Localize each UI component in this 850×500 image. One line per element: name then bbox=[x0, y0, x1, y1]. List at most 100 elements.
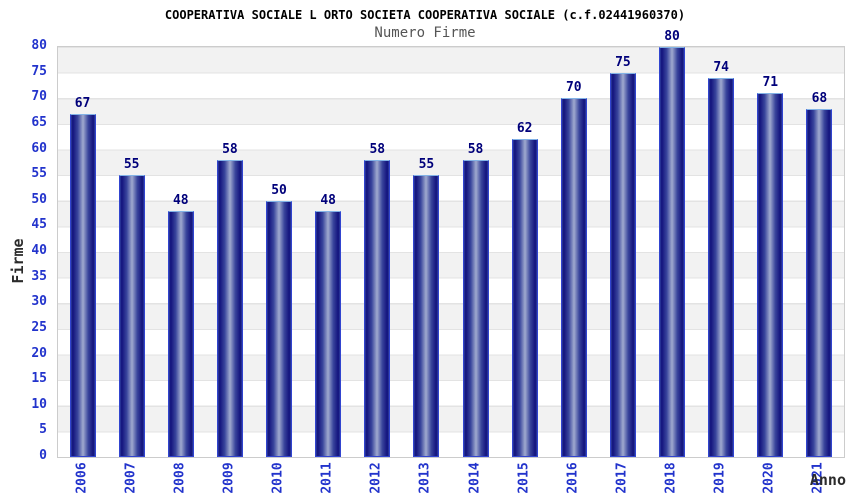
x-tick-label: 2015 bbox=[516, 462, 532, 494]
x-tick-slot: 2006 bbox=[57, 458, 106, 500]
x-tick-slot: 2016 bbox=[548, 458, 597, 500]
x-tick-slot: 2014 bbox=[450, 458, 499, 500]
bar-slot: 74 bbox=[697, 47, 746, 457]
y-tick-label: 25 bbox=[31, 319, 47, 335]
x-tick-slot: 2019 bbox=[696, 458, 745, 500]
bar bbox=[757, 93, 784, 457]
x-tick-label: 2014 bbox=[467, 462, 483, 494]
y-tick-label: 80 bbox=[31, 38, 47, 53]
bar bbox=[315, 211, 342, 457]
bar-value-label: 55 bbox=[123, 157, 140, 173]
chart-title: COOPERATIVA SOCIALE L ORTO SOCIETA COOPE… bbox=[164, 8, 686, 22]
bar-slot: 55 bbox=[107, 47, 156, 457]
y-tick-label: 15 bbox=[31, 371, 47, 387]
bar-value-label: 67 bbox=[74, 95, 91, 111]
bar-slot: 58 bbox=[353, 47, 402, 457]
bar-value-label: 48 bbox=[172, 193, 189, 208]
bar-value-label: 58 bbox=[222, 141, 238, 157]
bar bbox=[511, 139, 538, 457]
bar bbox=[167, 211, 194, 457]
x-tick-slot: 2018 bbox=[647, 458, 696, 500]
x-tick-slot: 2011 bbox=[303, 458, 352, 500]
x-axis-ticks: 2006 2007 2008 2009 2010 2011 2012 2013 2014 2015… bbox=[57, 458, 843, 500]
bar-value-label: 75 bbox=[615, 54, 631, 70]
x-axis-label: Anno bbox=[809, 471, 846, 489]
x-tick-label: 2006 bbox=[74, 462, 90, 494]
x-tick-label: 2008 bbox=[172, 462, 188, 494]
bar-slot: 80 bbox=[648, 29, 697, 457]
x-tick-label: 2011 bbox=[319, 462, 335, 494]
bar-slot: 70 bbox=[549, 47, 598, 457]
bar-slot: 67 bbox=[58, 47, 107, 457]
y-tick-label: 20 bbox=[31, 345, 47, 361]
bar bbox=[118, 175, 145, 457]
bar-value-label: 71 bbox=[762, 75, 779, 91]
x-tick-label: 2017 bbox=[614, 462, 630, 494]
bar-value-label: 55 bbox=[418, 157, 435, 173]
bar-slot: 50 bbox=[255, 47, 304, 457]
x-tick-label: 2007 bbox=[123, 462, 139, 494]
bar bbox=[806, 108, 833, 457]
x-tick-slot: 2012 bbox=[352, 458, 401, 500]
bar-value-label: 58 bbox=[467, 141, 484, 157]
bar bbox=[659, 47, 686, 457]
x-tick-slot: 2017 bbox=[597, 458, 646, 500]
bar bbox=[560, 98, 587, 457]
x-tick-slot: 2015 bbox=[499, 458, 548, 500]
y-tick-label: 75 bbox=[31, 63, 47, 79]
bar-value-label: 62 bbox=[516, 121, 533, 137]
x-tick-slot: 2009 bbox=[204, 458, 253, 500]
bar-slot: 71 bbox=[746, 47, 795, 457]
x-tick-label: 2019 bbox=[712, 462, 728, 494]
plot-area: 67 55 48 58 50 48 58 55 58 62 70 75 80 74 71 68 bbox=[57, 29, 845, 458]
bar-slot: 58 bbox=[205, 47, 254, 457]
bar-value-label: 80 bbox=[664, 29, 680, 44]
y-tick-label: 55 bbox=[31, 166, 47, 182]
y-tick-label: 10 bbox=[31, 396, 47, 412]
x-tick-slot: 2010 bbox=[254, 458, 303, 500]
y-tick-label: 50 bbox=[31, 191, 47, 207]
bar-value-label: 58 bbox=[369, 141, 386, 157]
y-tick-label: 5 bbox=[39, 422, 47, 438]
y-axis-ticks: 0 5 10 15 20 25 30 35 40 45 50 55 60 65 70 75 80 bbox=[0, 39, 47, 463]
bar-value-label: 68 bbox=[811, 90, 828, 106]
x-tick-label: 2020 bbox=[761, 462, 777, 494]
bar bbox=[266, 200, 293, 457]
bar-value-label: 70 bbox=[565, 80, 582, 96]
y-tick-label: 45 bbox=[31, 217, 47, 233]
y-tick-label: 70 bbox=[31, 89, 47, 105]
bar bbox=[216, 159, 243, 457]
bar-slot: 58 bbox=[451, 47, 500, 457]
x-tick-label: 2016 bbox=[565, 462, 581, 494]
x-tick-slot: 2020 bbox=[745, 458, 794, 500]
x-tick-label: 2012 bbox=[368, 462, 384, 494]
x-tick-label: 2018 bbox=[663, 462, 679, 494]
y-tick-label: 60 bbox=[31, 140, 47, 156]
bar-value-label: 50 bbox=[271, 182, 287, 198]
bar bbox=[413, 175, 440, 457]
bar bbox=[364, 159, 391, 457]
y-tick-label: 35 bbox=[31, 268, 47, 284]
bar bbox=[462, 159, 489, 457]
x-tick-slot: 2013 bbox=[401, 458, 450, 500]
bars-container: 67 55 48 58 50 48 58 55 58 62 70 75 80 74 71 68 bbox=[58, 29, 844, 457]
y-tick-label: 30 bbox=[31, 294, 47, 310]
bar-slot: 68 bbox=[795, 47, 844, 457]
bar bbox=[69, 113, 96, 457]
x-tick-label: 2013 bbox=[417, 462, 433, 494]
bar bbox=[708, 77, 735, 457]
bar-slot: 75 bbox=[598, 47, 647, 457]
bar-slot: 55 bbox=[402, 47, 451, 457]
bar-value-label: 48 bbox=[320, 193, 337, 208]
bar-slot: 62 bbox=[500, 47, 549, 457]
x-tick-label: 2009 bbox=[221, 462, 237, 494]
x-tick-label: 2010 bbox=[270, 462, 286, 494]
chart-subtitle: Numero Firme bbox=[374, 25, 476, 41]
x-tick-slot: 2007 bbox=[106, 458, 155, 500]
x-tick-slot: 2008 bbox=[155, 458, 204, 500]
y-tick-label: 40 bbox=[31, 243, 47, 258]
y-tick-label: 0 bbox=[39, 448, 47, 463]
bar-slot: 48 bbox=[304, 47, 353, 457]
bar-slot: 48 bbox=[156, 47, 205, 457]
